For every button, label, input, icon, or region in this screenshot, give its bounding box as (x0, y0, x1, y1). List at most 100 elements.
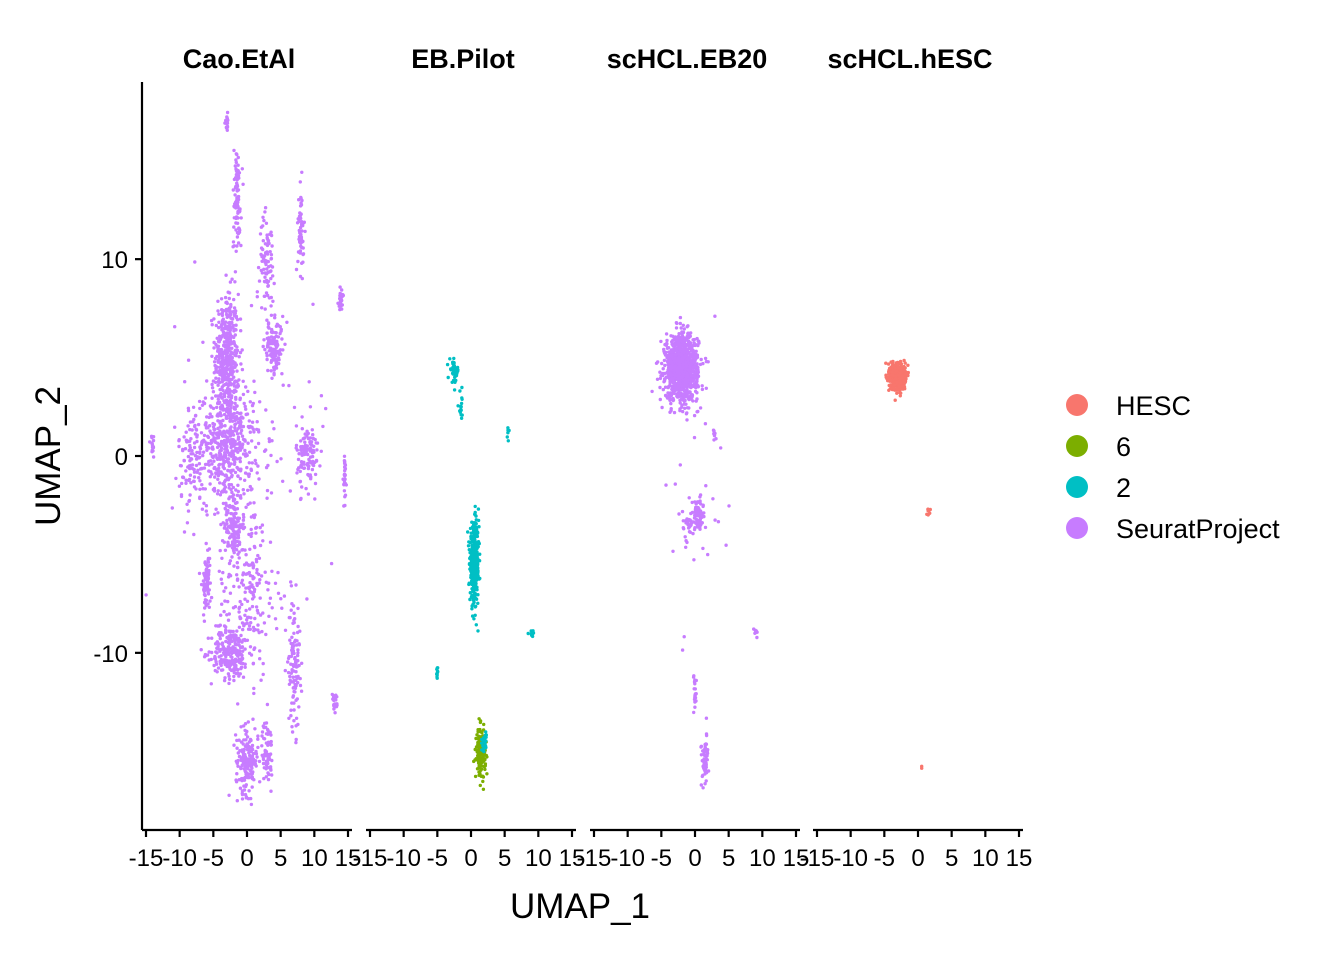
data-point-seuratproject (340, 288, 344, 292)
data-point-seuratproject (298, 180, 302, 184)
data-point-seuratproject (255, 427, 259, 432)
data-point-seuratproject (266, 321, 271, 325)
data-point-seuratproject (186, 509, 191, 513)
data-point-seuratproject (230, 639, 234, 644)
data-point-seuratproject (223, 599, 227, 603)
data-point-seuratproject (668, 410, 672, 414)
data-point-6 (477, 750, 481, 754)
data-point-seuratproject (218, 393, 222, 398)
data-point-seuratproject (257, 759, 262, 764)
data-point-seuratproject (224, 390, 228, 395)
data-point-seuratproject (269, 276, 273, 281)
data-point-seuratproject (256, 734, 260, 738)
data-point-seuratproject (223, 351, 227, 355)
data-point-seuratproject (303, 229, 307, 234)
facet-points (435, 356, 536, 791)
data-point-seuratproject (294, 724, 298, 728)
facet-points (884, 358, 932, 770)
data-point-seuratproject (231, 532, 236, 537)
data-point-seuratproject (237, 556, 241, 560)
data-point-seuratproject (188, 420, 193, 424)
data-point-seuratproject (235, 181, 239, 185)
data-point-seuratproject (192, 445, 197, 450)
data-point-seuratproject (247, 570, 251, 575)
data-point-seuratproject (665, 338, 669, 343)
data-point-seuratproject (230, 372, 234, 376)
data-point-seuratproject (303, 440, 307, 444)
data-point-seuratproject (262, 267, 266, 271)
data-point-seuratproject (263, 275, 267, 279)
data-point-seuratproject (188, 473, 193, 477)
data-point-seuratproject (260, 523, 265, 527)
data-point-seuratproject (234, 395, 238, 400)
data-point-seuratproject (292, 405, 297, 410)
data-point-seuratproject (222, 439, 227, 444)
data-point-seuratproject (225, 348, 229, 352)
data-point-seuratproject (170, 506, 174, 510)
data-point-seuratproject (210, 382, 214, 387)
x-tick-label: -5 (651, 845, 672, 872)
data-point-seuratproject (699, 745, 703, 749)
facet-title: scHCL.EB20 (607, 44, 768, 74)
data-point-seuratproject (287, 682, 292, 686)
data-point-seuratproject (319, 394, 324, 398)
data-point-seuratproject (227, 517, 232, 521)
data-point-seuratproject (273, 313, 277, 317)
data-point-seuratproject (261, 672, 265, 677)
data-point-seuratproject (683, 377, 687, 381)
data-point-seuratproject (238, 469, 243, 473)
data-point-seuratproject (225, 635, 229, 640)
data-point-seuratproject (272, 368, 276, 372)
data-point-2 (468, 563, 473, 568)
data-point-seuratproject (212, 371, 216, 375)
data-point-seuratproject (692, 710, 696, 715)
data-point-seuratproject (681, 374, 685, 378)
data-point-seuratproject (255, 608, 260, 613)
data-point-seuratproject (699, 753, 704, 757)
data-point-seuratproject (232, 411, 236, 416)
data-point-seuratproject (249, 796, 253, 801)
data-point-seuratproject (173, 325, 177, 329)
data-point-seuratproject (269, 253, 274, 257)
data-point-seuratproject (185, 521, 190, 525)
data-point-seuratproject (305, 597, 309, 601)
data-point-seuratproject (270, 773, 274, 777)
data-point-seuratproject (197, 456, 201, 460)
data-point-seuratproject (292, 719, 296, 723)
data-point-2 (456, 404, 460, 408)
data-point-seuratproject (308, 460, 312, 464)
data-point-seuratproject (214, 507, 218, 511)
data-point-seuratproject (192, 470, 197, 474)
data-point-seuratproject (247, 419, 251, 423)
data-point-seuratproject (696, 409, 700, 414)
data-point-seuratproject (306, 452, 310, 457)
data-point-seuratproject (194, 463, 199, 468)
data-point-seuratproject (183, 380, 187, 384)
data-point-seuratproject (227, 464, 231, 468)
data-point-seuratproject (230, 362, 234, 366)
data-point-seuratproject (205, 415, 209, 419)
data-point-seuratproject (212, 422, 217, 427)
data-point-seuratproject (273, 316, 277, 320)
data-point-seuratproject (245, 743, 249, 747)
data-point-seuratproject (223, 424, 227, 428)
data-point-seuratproject (205, 441, 209, 446)
data-point-seuratproject (300, 661, 304, 665)
data-point-seuratproject (216, 419, 220, 423)
data-point-seuratproject (232, 584, 236, 589)
data-point-seuratproject (217, 655, 221, 659)
data-point-seuratproject (232, 550, 236, 555)
data-point-seuratproject (247, 532, 251, 537)
data-point-seuratproject (229, 487, 233, 492)
data-point-seuratproject (217, 379, 221, 383)
data-point-seuratproject (231, 433, 236, 437)
data-point-seuratproject (229, 425, 233, 429)
data-point-seuratproject (265, 496, 269, 500)
data-point-seuratproject (205, 513, 209, 517)
data-point-seuratproject (219, 424, 223, 428)
data-point-seuratproject (217, 642, 221, 646)
data-point-seuratproject (198, 451, 202, 455)
data-point-seuratproject (224, 343, 229, 347)
data-point-seuratproject (238, 616, 242, 621)
data-point-seuratproject (235, 235, 240, 239)
